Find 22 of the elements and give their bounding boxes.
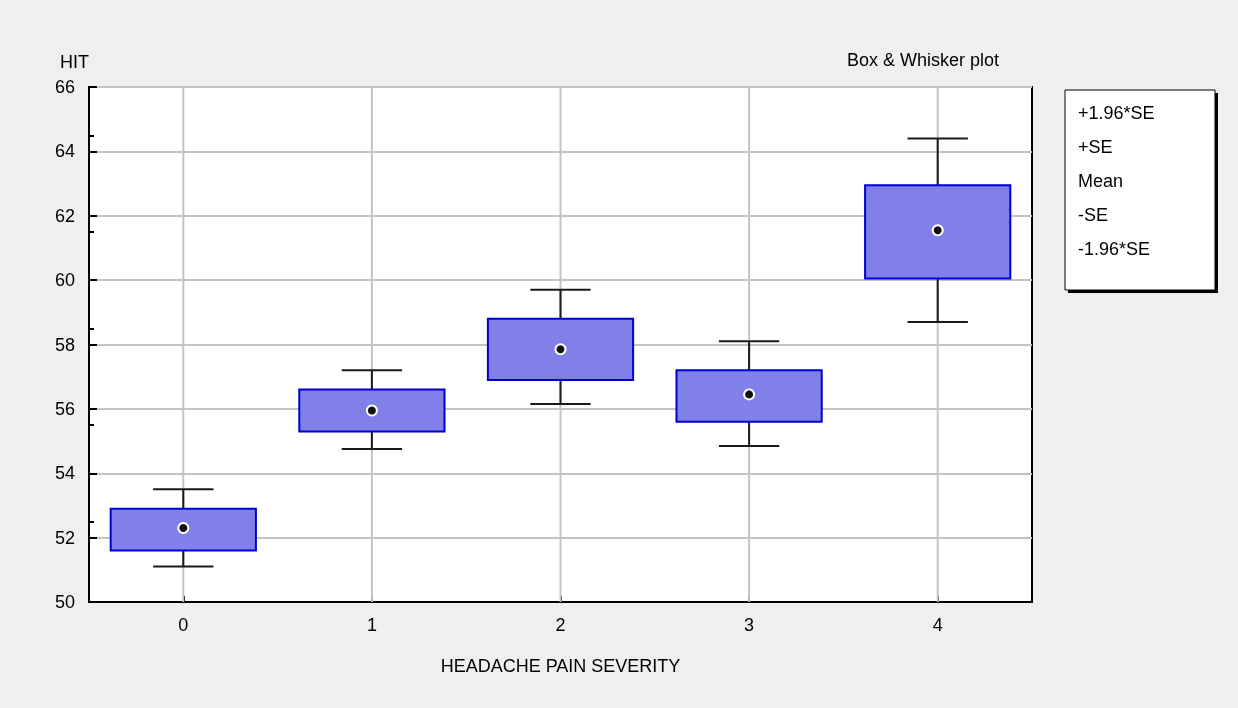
y-tick-label: 66 — [54, 77, 75, 97]
y-tick-label: 60 — [54, 270, 75, 291]
x-tick-label: 3 — [744, 615, 755, 635]
y-tick-label: 62 — [54, 205, 75, 226]
text: -1.96*SE — [1078, 239, 1151, 259]
y-tick-label: 56 — [54, 398, 75, 419]
text: Mean — [1078, 171, 1124, 191]
y-tick-label: 58 — [54, 334, 75, 355]
chart-title: Box & Whisker plot — [846, 50, 1000, 70]
y-tick-label: 64 — [54, 141, 75, 162]
y-tick-label: 54 — [54, 463, 75, 484]
x-axis-title: HEADACHE PAIN SEVERITY — [440, 656, 681, 676]
x-tick-label: 0 — [178, 615, 189, 635]
x-tick-label: 4 — [932, 615, 943, 635]
y-tick-label: 50 — [54, 592, 75, 612]
x-tick-label: 1 — [366, 615, 377, 635]
text: -SE — [1078, 205, 1109, 225]
y-tick-label: 52 — [54, 527, 75, 548]
text: +SE — [1078, 137, 1113, 157]
text: +1.96*SE — [1078, 103, 1155, 123]
y-axis-title: HIT — [60, 52, 89, 72]
x-tick-label: 2 — [555, 615, 566, 635]
